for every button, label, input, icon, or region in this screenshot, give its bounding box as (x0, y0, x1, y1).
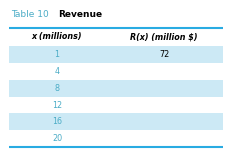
Text: 16: 16 (52, 117, 62, 126)
Text: 20: 20 (52, 135, 62, 143)
Text: 12: 12 (52, 100, 62, 109)
Bar (9, 114, 222, 130)
Text: Table 10: Table 10 (11, 10, 55, 19)
Text: R(x) (million $): R(x) (million $) (130, 32, 197, 41)
Text: x (millions): x (millions) (32, 32, 82, 41)
Bar (9, 79, 222, 97)
Text: Revenue: Revenue (58, 10, 102, 19)
Text: 72: 72 (158, 50, 168, 59)
Bar (9, 46, 222, 63)
Text: 1: 1 (54, 50, 59, 59)
Text: 8: 8 (54, 84, 59, 93)
Text: 4: 4 (54, 67, 59, 76)
